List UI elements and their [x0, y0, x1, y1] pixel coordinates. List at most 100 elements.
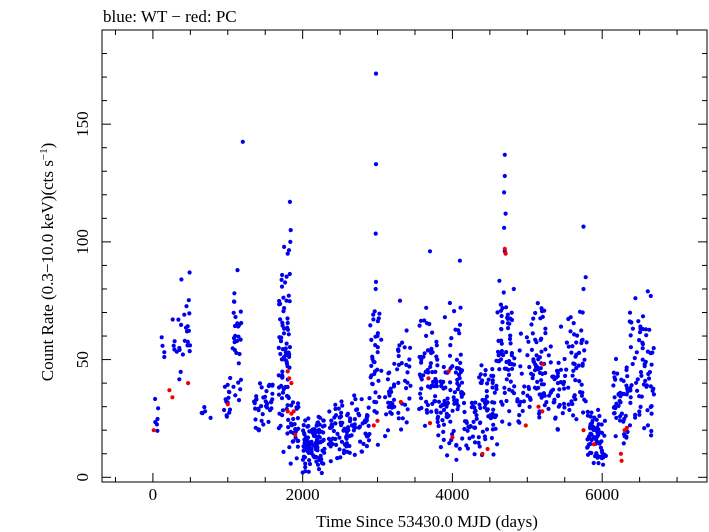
- data-point: [448, 419, 453, 424]
- data-point: [259, 418, 264, 423]
- data-point: [599, 439, 604, 444]
- data-point: [476, 440, 481, 445]
- data-point: [365, 413, 370, 418]
- data-point: [267, 408, 273, 413]
- data-point: [619, 411, 625, 416]
- data-point: [459, 380, 465, 385]
- data-point: [497, 352, 502, 357]
- data-point: [182, 312, 187, 317]
- data-point: [278, 336, 283, 341]
- data-point: [375, 367, 380, 372]
- data-point: [542, 308, 547, 313]
- data-point: [563, 373, 568, 378]
- data-point: [322, 450, 327, 455]
- data-point: [155, 416, 160, 422]
- data-point: [361, 441, 366, 446]
- data-point: [483, 368, 488, 373]
- data-point: [294, 405, 299, 410]
- data-point: [427, 321, 432, 327]
- data-point: [316, 414, 321, 419]
- data-point: [517, 413, 522, 418]
- data-point: [637, 409, 642, 414]
- data-point: [472, 425, 477, 430]
- data-point: [624, 383, 629, 388]
- data-point: [548, 360, 553, 365]
- data-point: [566, 344, 571, 349]
- data-point: [537, 370, 543, 375]
- data-point: [645, 349, 651, 354]
- data-point: [259, 404, 264, 409]
- data-point: [486, 377, 491, 382]
- data-point: [301, 423, 306, 428]
- data-point: [489, 435, 494, 441]
- data-point: [421, 354, 426, 359]
- data-point: [441, 429, 446, 434]
- data-point: [337, 415, 342, 420]
- data-point: [469, 400, 474, 405]
- data-point: [332, 415, 337, 420]
- data-point: [278, 317, 283, 322]
- data-point: [524, 335, 530, 340]
- data-point: [418, 396, 424, 401]
- data-point: [458, 305, 463, 310]
- data-point: [445, 401, 450, 406]
- data-point: [581, 410, 586, 415]
- data-point: [266, 419, 271, 424]
- data-point: [539, 336, 544, 341]
- data-point: [590, 418, 595, 424]
- data-point: [446, 369, 451, 374]
- data-point: [479, 363, 484, 368]
- data-point: [366, 405, 371, 410]
- data-point: [419, 377, 424, 382]
- data-point: [502, 246, 507, 251]
- data-point: [509, 366, 515, 371]
- data-point: [404, 328, 409, 333]
- data-point: [187, 343, 193, 348]
- data-point: [642, 426, 647, 431]
- data-point: [233, 393, 238, 398]
- data-point: [369, 337, 374, 342]
- data-point: [285, 327, 291, 332]
- data-point: [321, 430, 326, 435]
- data-point: [285, 409, 290, 414]
- data-point: [328, 444, 333, 449]
- data-point: [202, 405, 207, 410]
- data-point: [238, 377, 244, 382]
- data-point: [448, 388, 453, 393]
- data-point: [490, 427, 495, 432]
- data-point: [314, 423, 319, 428]
- data-point: [286, 350, 291, 355]
- data-point: [363, 420, 368, 425]
- data-point: [637, 412, 642, 417]
- data-point: [313, 440, 319, 445]
- data-point: [503, 211, 508, 216]
- data-point: [476, 435, 481, 440]
- data-point: [638, 370, 644, 375]
- data-point: [491, 407, 496, 412]
- data-point: [280, 390, 286, 395]
- data-point: [372, 409, 377, 414]
- y-axis-label: Count Rate (0.3−10.0 keV)(cts s−1): [38, 143, 57, 382]
- data-point: [303, 461, 308, 466]
- data-point: [494, 386, 499, 392]
- data-point: [646, 371, 651, 377]
- data-point: [305, 436, 310, 441]
- data-point: [485, 446, 490, 452]
- data-point: [540, 409, 545, 414]
- data-point: [557, 402, 562, 408]
- data-point: [339, 399, 344, 404]
- data-point: [639, 394, 644, 399]
- data-point: [643, 359, 648, 364]
- data-point: [278, 423, 283, 428]
- data-point: [555, 393, 561, 398]
- data-point: [566, 402, 571, 407]
- data-point: [615, 371, 620, 376]
- data-point: [352, 417, 357, 422]
- data-point: [295, 444, 300, 449]
- data-point: [287, 199, 292, 204]
- data-point: [233, 333, 238, 338]
- data-point: [172, 339, 177, 344]
- data-point: [305, 424, 310, 429]
- data-point: [373, 71, 379, 76]
- data-point: [265, 402, 270, 407]
